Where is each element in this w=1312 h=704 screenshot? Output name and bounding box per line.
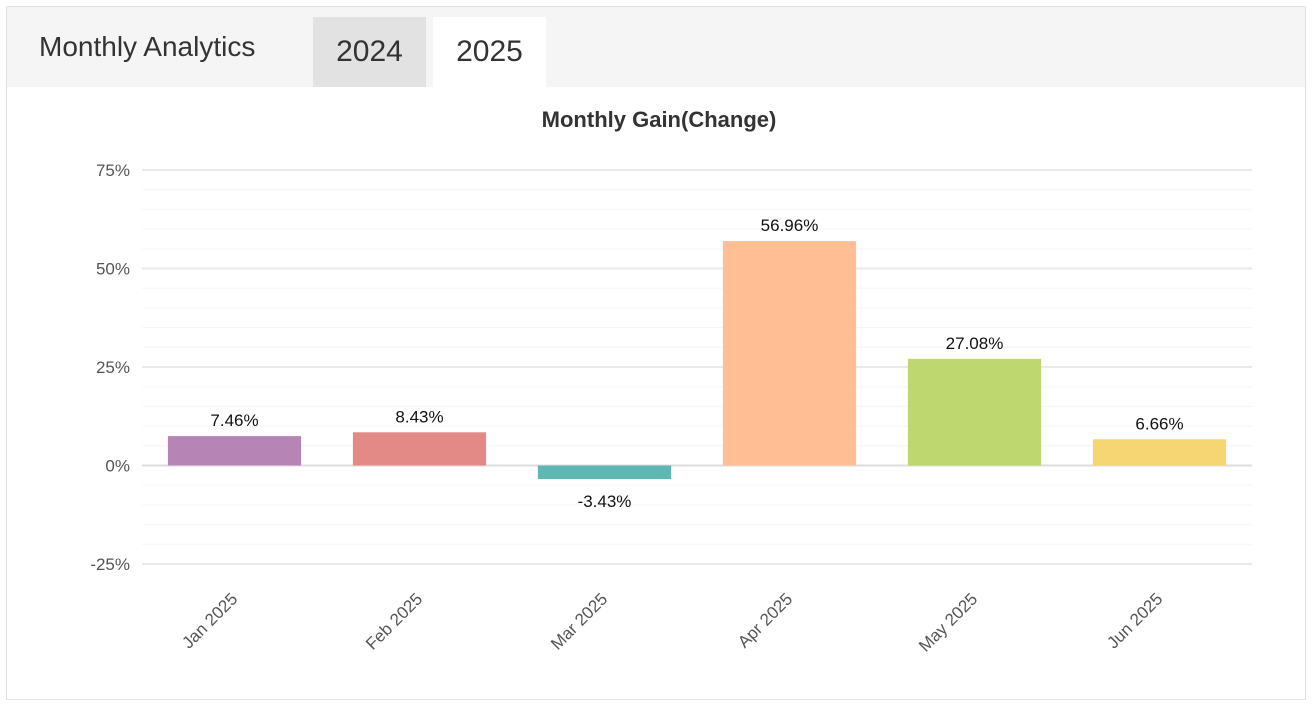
x-tick-label: Feb 2025 xyxy=(362,589,426,653)
y-tick-label: 25% xyxy=(96,358,130,377)
bar-labels: 7.46% 8.43% -3.43% 56.96% 27.08% 6.66% xyxy=(210,216,1183,511)
x-tick-label: May 2025 xyxy=(915,589,981,655)
tab-2025[interactable]: 2025 xyxy=(433,17,546,87)
chart-title: Monthly Gain(Change) xyxy=(542,107,777,132)
bar-data-label: 56.96% xyxy=(761,216,819,235)
y-tick-label: -25% xyxy=(90,555,130,574)
tab-bar: Monthly Analytics 2024 2025 xyxy=(7,7,1305,87)
x-axis-ticks: Jan 2025 Feb 2025 Mar 2025 Apr 2025 May 2025… xyxy=(178,589,1166,655)
tab-2024[interactable]: 2024 xyxy=(313,17,426,87)
bar[interactable] xyxy=(537,465,672,480)
bar-data-label: 7.46% xyxy=(210,411,258,430)
x-tick-label: Apr 2025 xyxy=(734,589,796,651)
bar-data-label: 6.66% xyxy=(1135,414,1183,433)
bar-data-label: 8.43% xyxy=(395,407,443,426)
bar[interactable] xyxy=(167,436,302,466)
bar-data-label: 27.08% xyxy=(946,334,1004,353)
x-tick-label: Jan 2025 xyxy=(178,589,241,652)
bar[interactable] xyxy=(352,432,487,466)
page-title: Monthly Analytics xyxy=(39,31,256,62)
chart-grid xyxy=(142,169,1252,565)
bar-data-label: -3.43% xyxy=(578,492,632,511)
bar[interactable] xyxy=(722,241,857,466)
y-tick-label: 75% xyxy=(96,161,130,180)
bar[interactable] xyxy=(907,358,1042,466)
y-tick-label: 50% xyxy=(96,260,130,279)
x-tick-label: Mar 2025 xyxy=(547,589,611,653)
x-tick-label: Jun 2025 xyxy=(1103,589,1166,652)
bar[interactable] xyxy=(1092,439,1227,466)
y-axis-ticks: 75% 50% 25% 0% -25% xyxy=(90,161,130,574)
bars xyxy=(167,241,1227,480)
y-tick-label: 0% xyxy=(105,457,130,476)
analytics-panel: Monthly Analytics 2024 2025 xyxy=(6,6,1306,700)
